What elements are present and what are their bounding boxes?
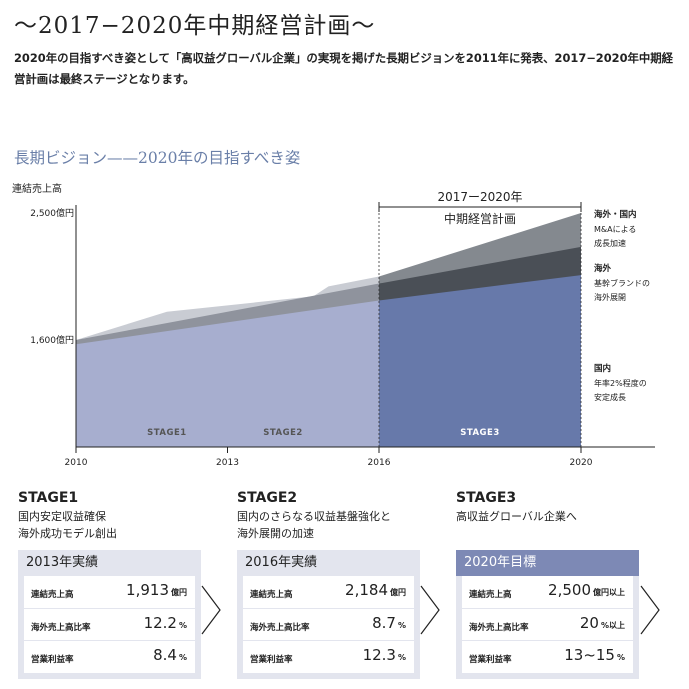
- metric-value: 8.7: [372, 614, 396, 632]
- metric-label: 営業利益率: [250, 655, 293, 665]
- metric-label: 海外売上高比率: [469, 623, 529, 633]
- stage-1-card: 2013年実績 連結売上高 1,913 億円 海外売上高比率 12.2% 営業利益率 8…: [18, 550, 201, 679]
- legend-domestic-note-1: 年率2%程度の: [594, 378, 647, 388]
- legend-domestic-note-2: 安定成長: [594, 392, 626, 402]
- card-body: 連結売上高 2,500 億円以上 海外売上高比率 20 %以上 営業利益率 13~15%: [462, 576, 633, 673]
- metric-label: 海外売上高比率: [250, 623, 310, 633]
- metric-value: 2,184: [345, 581, 388, 599]
- metric-label: 営業利益率: [31, 655, 74, 665]
- stage-desc-line-1: 国内のさらなる収益基盤強化と: [237, 510, 391, 523]
- chevron-right-icon: [420, 585, 440, 635]
- x-tick-label: 2013: [216, 458, 239, 468]
- metric-label: 営業利益率: [469, 655, 512, 665]
- metric-row-margin: 営業利益率 12.3%: [243, 640, 414, 673]
- stage-desc-line-2: 海外展開の加速: [237, 527, 314, 540]
- metric-row-sales: 連結売上高 2,500 億円以上: [462, 576, 633, 608]
- stage-label-2: STAGE2: [263, 428, 303, 438]
- metric-unit: %: [616, 653, 625, 662]
- legend-ma-name: 海外・国内: [594, 209, 637, 220]
- stage-desc-line-2: 海外成功モデル創出: [18, 527, 117, 540]
- area-domestic-base: [76, 300, 379, 447]
- metric-unit: 億円: [171, 588, 187, 597]
- stage-desc-line-1: 高収益グローバル企業へ: [456, 510, 577, 523]
- metric-label: 連結売上高: [469, 590, 512, 600]
- card-body: 連結売上高 1,913 億円 海外売上高比率 12.2% 営業利益率 8.4%: [24, 576, 195, 673]
- metric-value: 12.3: [362, 646, 396, 664]
- x-tick-label: 2016: [368, 458, 391, 468]
- metric-row-margin: 営業利益率 8.4%: [24, 640, 195, 673]
- metric-unit: 億円: [390, 588, 406, 597]
- long-term-vision-chart: 2010 2013 2016 2020 1,600億円 2,500億円 連結売上高 2017ー…: [12, 182, 655, 468]
- y-tick-label: 2,500億円: [30, 207, 74, 219]
- metric-row-overseas-ratio: 海外売上高比率 8.7%: [243, 608, 414, 641]
- chevron-right-icon: [201, 585, 221, 635]
- metric-value: 12.2: [143, 614, 177, 632]
- metric-value: 8.4: [153, 646, 177, 664]
- plan-label-years: 2017ー2020年: [437, 190, 522, 204]
- metric-unit: %: [178, 621, 187, 630]
- metric-value: 2,500: [548, 581, 591, 599]
- metric-label: 海外売上高比率: [31, 623, 91, 633]
- stage-name: STAGE2: [237, 490, 298, 506]
- stage-2-card: 2016年実績 連結売上高 2,184 億円 海外売上高比率 8.7% 営業利益率 12…: [237, 550, 420, 679]
- stage-3-card: 2020年目標 連結売上高 2,500 億円以上 海外売上高比率 20 %以上 営業利益…: [456, 550, 639, 679]
- stage-3: STAGE3 高収益グローバル企業へ: [456, 490, 577, 525]
- metric-row-margin: 営業利益率 13~15%: [462, 640, 633, 673]
- card-title: 2016年実績: [245, 555, 318, 570]
- legend-ma-note-1: M&Aによる: [594, 225, 636, 234]
- legend-brand-name: 海外: [594, 263, 612, 274]
- metric-unit: %以上: [600, 621, 625, 630]
- metric-row-overseas-ratio: 海外売上高比率 20 %以上: [462, 608, 633, 641]
- stage-2: STAGE2 国内のさらなる収益基盤強化と 海外展開の加速: [237, 490, 391, 542]
- metric-value: 13~15: [564, 646, 615, 664]
- lead-text: 2020年の目指すべき姿として「高収益グローバル企業」の実現を掲げた長期ビジョン…: [14, 51, 674, 86]
- y-tick-label: 1,600億円: [30, 334, 74, 346]
- metric-unit: %: [397, 621, 406, 630]
- metric-row-overseas-ratio: 海外売上高比率 12.2%: [24, 608, 195, 641]
- area-domestic-plan: [379, 275, 581, 447]
- legend-domestic-name: 国内: [594, 363, 611, 374]
- metric-unit: %: [178, 653, 187, 662]
- y-axis-label: 連結売上高: [12, 182, 62, 195]
- chevron-right-icon: [640, 585, 660, 635]
- metric-row-sales: 連結売上高 2,184 億円: [243, 576, 414, 608]
- card-body: 連結売上高 2,184 億円 海外売上高比率 8.7% 営業利益率 12.3%: [243, 576, 414, 673]
- stage-name: STAGE3: [456, 490, 517, 506]
- card-title: 2020年目標: [456, 550, 639, 576]
- legend-brand-note-2: 海外展開: [594, 292, 626, 302]
- chart-subtitle: 長期ビジョン——2020年の目指すべき姿: [14, 149, 301, 167]
- metric-row-sales: 連結売上高 1,913 億円: [24, 576, 195, 608]
- stage-name: STAGE1: [18, 490, 79, 506]
- legend-brand-note-1: 基幹ブランドの: [594, 278, 650, 288]
- legend-ma-note-2: 成長加速: [594, 238, 626, 248]
- metric-value: 1,913: [126, 581, 169, 599]
- stage-1: STAGE1 国内安定収益確保 海外成功モデル創出: [18, 490, 117, 542]
- stage-label-1: STAGE1: [147, 428, 187, 438]
- metric-label: 連結売上高: [31, 590, 74, 600]
- stage-desc-line-1: 国内安定収益確保: [18, 510, 106, 523]
- page-title: 〜2017−2020年中期経営計画〜: [14, 13, 376, 39]
- x-tick-label: 2010: [65, 458, 88, 468]
- metric-value: 20: [579, 614, 599, 632]
- metric-label: 連結売上高: [250, 590, 293, 600]
- card-title: 2013年実績: [26, 555, 99, 570]
- plan-label-name: 中期経営計画: [444, 211, 516, 226]
- x-tick-label: 2020: [570, 458, 593, 468]
- metric-unit: 億円以上: [593, 588, 625, 597]
- metric-unit: %: [397, 653, 406, 662]
- stage-label-3: STAGE3: [460, 428, 500, 438]
